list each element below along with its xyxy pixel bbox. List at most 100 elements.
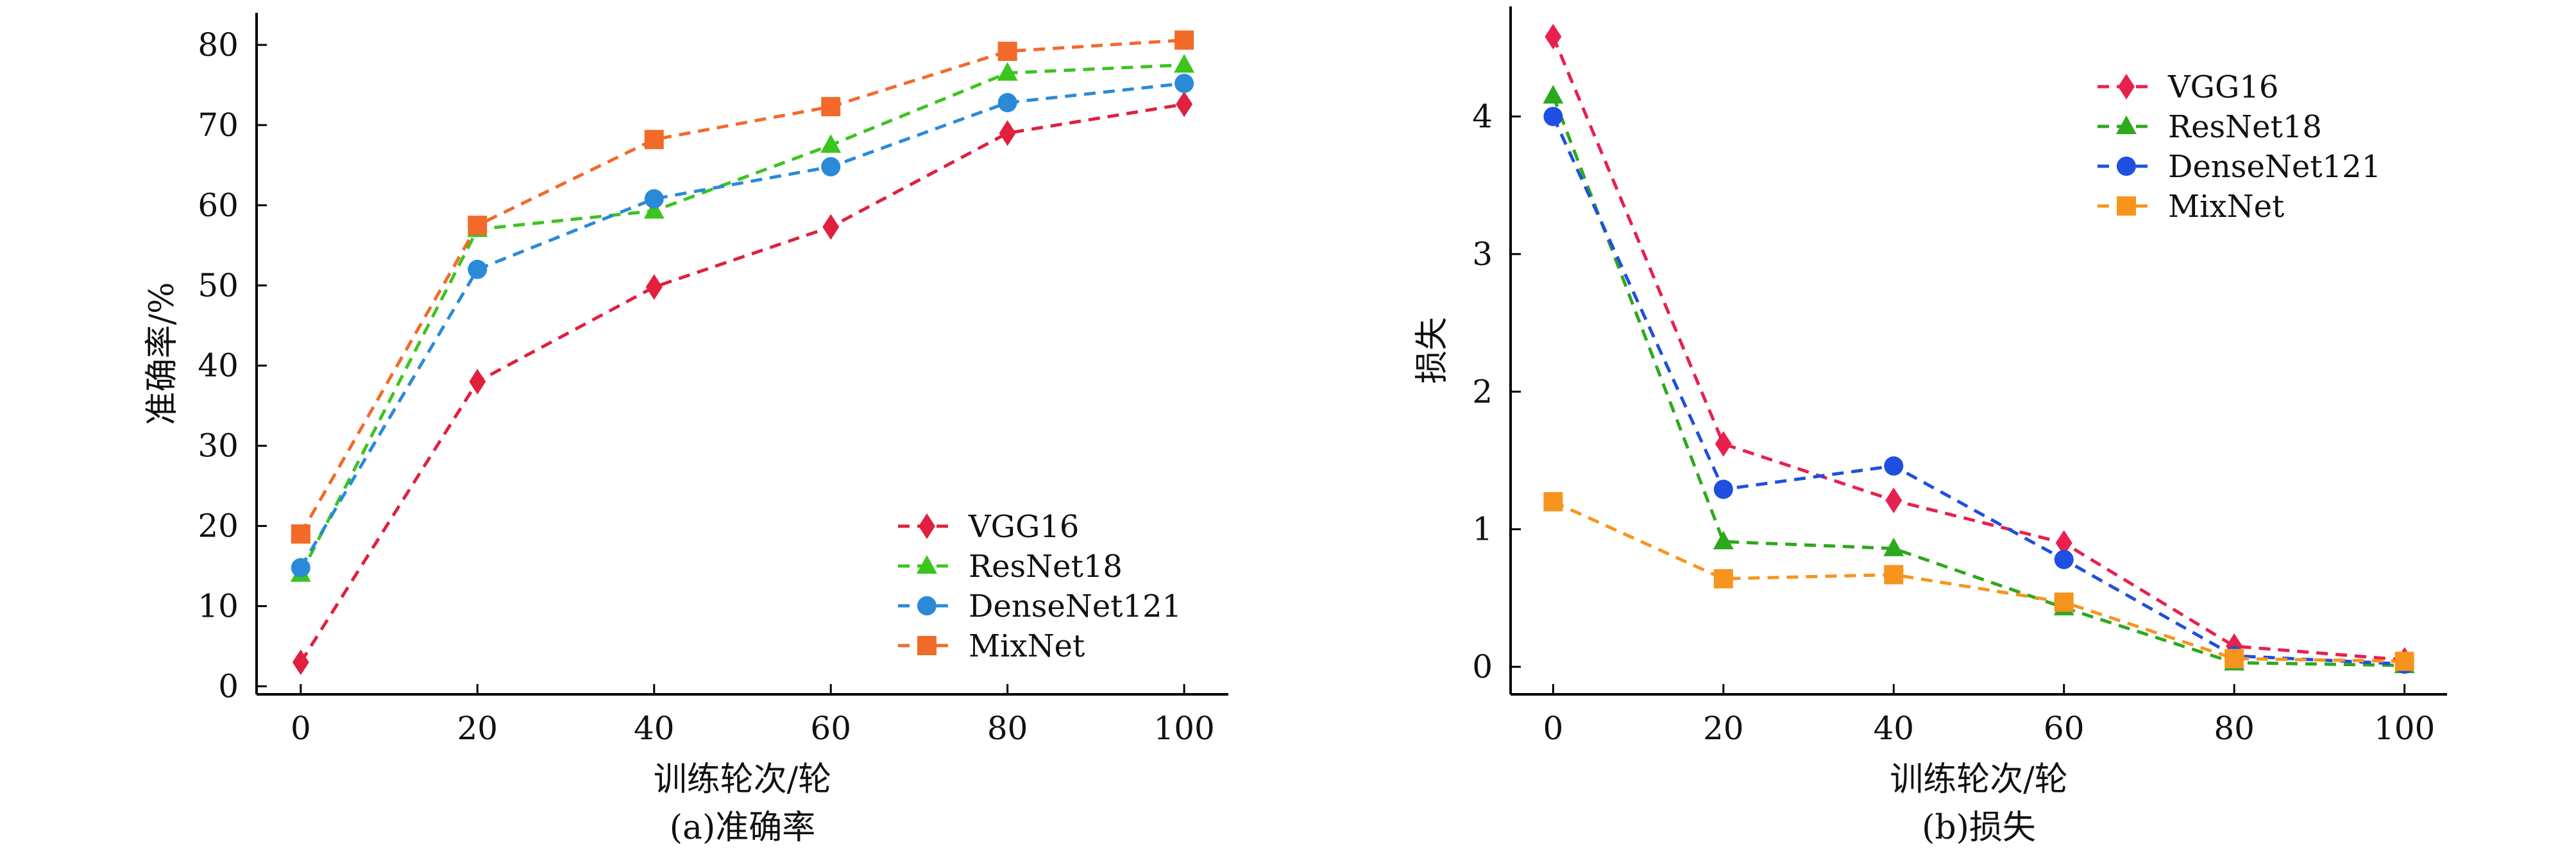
accuracy-legend-resnet18-label: ResNet18 [969,549,1123,585]
accuracy-x-tick-label: 80 [987,710,1028,747]
loss-y-tick-label: 1 [1472,511,1493,548]
accuracy-densenet121-point [644,189,664,209]
accuracy-legend-resnet18-marker [917,555,937,574]
loss-mixnet-point [1884,565,1904,585]
accuracy-mixnet-line [299,38,1185,535]
accuracy-vgg16-point [469,368,486,395]
loss-vgg16-point [1715,431,1732,457]
loss-legend-resnet18-marker [2116,116,2137,134]
loss-legend-mixnet-marker [2117,196,2136,216]
loss-y-axis-title: 损失 [1413,317,1452,384]
loss-x-axis-title: 训练轮次/轮 [1890,760,2068,799]
loss-mixnet-line [1552,500,2405,664]
loss-y-tick-label: 0 [1472,648,1493,685]
accuracy-densenet121-point [997,92,1017,112]
accuracy-y-tick-label: 0 [218,668,239,705]
accuracy-x-axis-title: 训练轮次/轮 [654,760,832,799]
accuracy-caption: (a)准确率 [670,809,816,847]
loss-legend-densenet121-marker [2117,157,2136,176]
loss-legend-vgg16-label: VGG16 [2167,69,2278,105]
loss-y-tick-label: 2 [1472,373,1493,410]
loss-x-tick-label: 100 [2374,710,2435,747]
accuracy-vgg16-point [292,649,309,676]
accuracy-y-tick-label: 30 [198,427,239,465]
accuracy-resnet18-point [997,62,1018,81]
loss-densenet121-point [1713,479,1733,499]
accuracy-legend-mixnet-label: MixNet [969,628,1085,664]
accuracy-x-tick-label: 0 [291,710,311,747]
loss-mixnet-point [2224,649,2244,669]
loss-densenet121-line [1552,116,2405,666]
accuracy-mixnet-point [644,130,664,150]
loss-x-tick-label: 40 [1873,710,1914,747]
accuracy-mixnet-point [997,41,1017,61]
accuracy-mixnet-point [821,97,841,117]
accuracy-y-tick-label: 40 [198,347,239,384]
loss-caption: (b)损失 [1922,809,2036,847]
accuracy-vgg16-point [822,214,840,240]
accuracy-y-tick-label: 60 [198,187,239,224]
accuracy-densenet121-point [468,259,487,279]
accuracy-densenet121-point [821,157,841,176]
loss-mixnet-point [1713,569,1733,588]
accuracy-resnet18-point [820,134,842,153]
accuracy-x-tick-label: 40 [634,710,675,747]
accuracy-mixnet-point [468,216,487,236]
loss-mixnet-point [2394,651,2414,671]
accuracy-legend-vgg16-label: VGG16 [968,509,1079,545]
loss-resnet18-point [1883,537,1904,556]
loss-vgg16-point [1885,487,1902,513]
loss-y-tick-label: 4 [1472,98,1493,135]
accuracy-x-tick-label: 60 [810,710,851,747]
loss-mixnet-point [2054,592,2074,612]
loss-legend-densenet121-label: DenseNet121 [2168,149,2381,185]
accuracy-legend-densenet121-marker [917,596,936,615]
accuracy-vgg16-point [1176,91,1193,117]
loss-vgg16-point [2055,530,2072,556]
loss-x-tick-label: 20 [1703,710,1744,747]
loss-resnet18-point [1543,85,1564,104]
accuracy-x-tick-label: 20 [457,710,498,747]
loss-vgg16-point [1545,24,1562,50]
loss-vgg16-line [1552,36,2405,662]
accuracy-x-tick-label: 100 [1153,710,1214,747]
loss-densenet121-point [1543,107,1563,126]
accuracy-mixnet-point [291,524,310,544]
accuracy-chart-panel: 0 20 40 60 80 100 0 10 20 30 40 50 60 70 80 训练轮次/轮 准确率/%… [143,13,1228,847]
loss-y-tick-label: 3 [1472,236,1493,273]
loss-legend-mixnet-label: MixNet [2168,189,2284,225]
accuracy-vgg16-line [299,102,1185,664]
loss-x-tick-label: 0 [1543,710,1563,747]
loss-resnet18-point [1713,531,1734,550]
accuracy-y-tick-label: 70 [198,107,239,144]
accuracy-y-tick-label: 80 [198,26,239,64]
accuracy-legend-mixnet-marker [917,636,936,655]
accuracy-densenet121-point [291,558,310,578]
loss-x-tick-label: 80 [2214,710,2255,747]
accuracy-y-tick-label: 10 [198,588,239,625]
loss-resnet18-line [1552,95,2405,667]
loss-legend-vgg16-marker [2118,74,2135,99]
accuracy-resnet18-point [643,200,665,219]
accuracy-mixnet-point [1174,30,1194,50]
accuracy-legend-vgg16-marker [919,513,935,539]
accuracy-vgg16-point [645,274,663,300]
accuracy-resnet18-line [299,63,1185,575]
accuracy-vgg16-point [999,120,1016,146]
loss-densenet121-point [2054,549,2074,569]
accuracy-resnet18-point [1174,54,1195,73]
loss-densenet121-point [1884,456,1904,476]
accuracy-y-tick-label: 20 [198,508,239,545]
loss-x-tick-label: 60 [2044,710,2085,747]
loss-legend: VGG16 ResNet18 DenseNet121 MixNet [2097,69,2381,225]
accuracy-densenet121-line [299,81,1185,569]
accuracy-y-tick-label: 50 [198,267,239,304]
loss-mixnet-point [1543,492,1563,511]
accuracy-legend-densenet121-label: DenseNet121 [969,588,1182,624]
loss-legend-resnet18-label: ResNet18 [2168,109,2322,145]
loss-chart-panel: 0 20 40 60 80 100 0 1 2 3 4 训练轮次/轮 损失 (b)损失 VGG16 ResNe… [1413,6,2447,847]
accuracy-y-axis-title: 准确率/% [143,282,182,425]
accuracy-densenet121-point [1174,73,1194,93]
